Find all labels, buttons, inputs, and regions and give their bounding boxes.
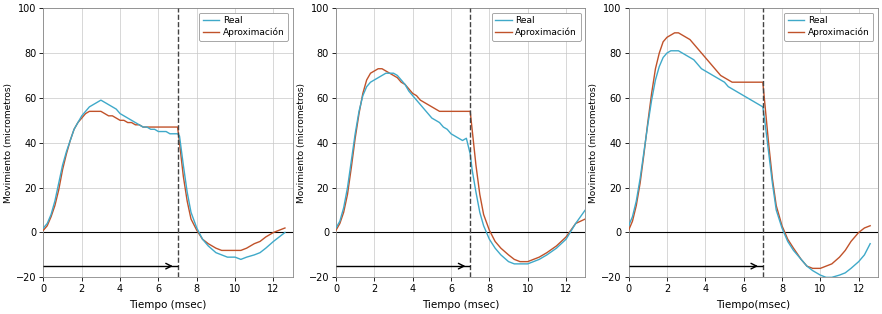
Aproximación: [647, 91, 657, 95]
Line: Real: Real: [629, 51, 871, 277]
Real: [509, 262, 519, 266]
Y-axis label: Movimiento (micrometros): Movimiento (micrometros): [589, 83, 598, 203]
Line: Aproximación: Aproximación: [336, 69, 586, 262]
Real: [411, 98, 422, 102]
Real: [95, 98, 106, 102]
Real: [445, 132, 456, 136]
Real: [666, 49, 676, 53]
Aproximación: [92, 110, 102, 113]
Real: [118, 114, 129, 118]
Real: [274, 235, 285, 239]
Aproximación: [61, 152, 71, 156]
Aproximación: [662, 35, 672, 39]
Real: [704, 71, 714, 75]
Real: [677, 51, 688, 55]
Real: [380, 71, 391, 75]
Aproximación: [580, 217, 591, 221]
Aproximación: [38, 228, 49, 232]
Real: [821, 275, 832, 279]
Aproximación: [669, 31, 680, 35]
Real: [865, 242, 876, 246]
Aproximación: [624, 228, 634, 232]
Real: [580, 208, 591, 212]
Aproximación: [216, 249, 227, 252]
Line: Aproximación: Aproximación: [43, 111, 285, 251]
Real: [859, 253, 870, 257]
Aproximación: [77, 116, 87, 120]
Real: [453, 136, 464, 140]
Aproximación: [365, 71, 376, 75]
Aproximación: [453, 110, 464, 113]
Aproximación: [411, 94, 422, 98]
Real: [235, 257, 246, 261]
Real: [457, 138, 467, 142]
Real: [255, 251, 265, 255]
Aproximación: [84, 110, 94, 113]
Y-axis label: Movimiento (micrometros): Movimiento (micrometros): [4, 83, 13, 203]
Real: [471, 190, 482, 194]
Aproximación: [373, 67, 384, 71]
Y-axis label: Movimiento (micrometros): Movimiento (micrometros): [296, 83, 306, 203]
Legend: Real, Aproximación: Real, Aproximación: [492, 13, 580, 41]
Aproximación: [331, 228, 341, 232]
Line: Real: Real: [336, 73, 586, 264]
Real: [61, 150, 71, 154]
X-axis label: Tiempo (msec): Tiempo (msec): [130, 300, 206, 310]
Aproximación: [255, 240, 265, 243]
Real: [331, 226, 341, 230]
Real: [365, 80, 376, 84]
Aproximación: [457, 110, 467, 113]
Real: [840, 271, 850, 275]
Aproximación: [471, 163, 482, 167]
Legend: Real, Aproximación: Real, Aproximación: [199, 13, 288, 41]
Aproximación: [704, 60, 714, 64]
Real: [624, 224, 634, 228]
X-axis label: Tiempo(msec): Tiempo(msec): [716, 300, 790, 310]
Aproximación: [118, 118, 129, 122]
X-axis label: Tiempo (msec): Tiempo (msec): [422, 300, 499, 310]
Aproximación: [840, 249, 850, 252]
Aproximación: [807, 267, 818, 270]
Real: [280, 230, 290, 234]
Real: [88, 103, 99, 106]
Line: Aproximación: Aproximación: [629, 33, 871, 268]
Real: [77, 114, 87, 118]
Real: [647, 98, 657, 102]
Aproximación: [865, 224, 876, 228]
Legend: Real, Aproximación: Real, Aproximación: [784, 13, 873, 41]
Aproximación: [445, 110, 456, 113]
Line: Real: Real: [43, 100, 285, 259]
Aproximación: [515, 260, 526, 263]
Real: [662, 51, 672, 55]
Aproximación: [859, 226, 870, 230]
Aproximación: [677, 33, 688, 37]
Aproximación: [274, 228, 285, 232]
Real: [38, 226, 49, 230]
Aproximación: [280, 226, 290, 230]
